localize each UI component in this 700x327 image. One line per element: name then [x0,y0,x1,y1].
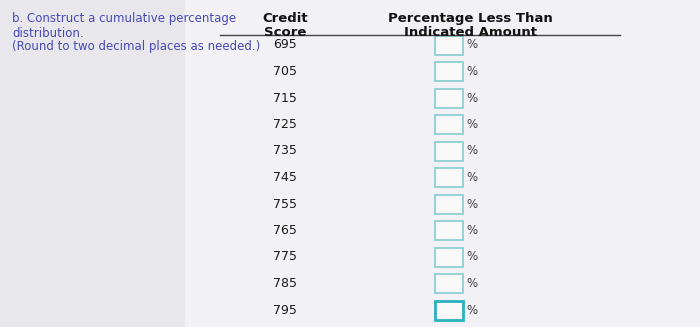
Text: 785: 785 [273,277,297,290]
Text: 725: 725 [273,118,297,131]
FancyBboxPatch shape [185,0,700,327]
Text: (Round to two decimal places as needed.): (Round to two decimal places as needed.) [12,40,260,53]
Bar [435,142,463,161]
Text: distribution.: distribution. [12,27,83,40]
Text: %: % [466,39,477,51]
Text: 775: 775 [273,250,297,264]
Text: Credit: Credit [262,12,308,25]
Text: 735: 735 [273,145,297,158]
Text: Percentage Less Than: Percentage Less Than [388,12,552,25]
Bar [435,301,463,319]
Text: %: % [466,250,477,264]
Text: %: % [466,303,477,317]
Text: %: % [466,171,477,184]
Text: 795: 795 [273,303,297,317]
Bar [435,36,463,55]
Text: %: % [466,198,477,211]
Text: %: % [466,65,477,78]
Text: %: % [466,277,477,290]
Text: 755: 755 [273,198,297,211]
Text: 715: 715 [273,92,297,105]
Text: %: % [466,224,477,237]
Text: 695: 695 [273,39,297,51]
Bar [435,115,463,134]
Bar [435,168,463,187]
Text: 745: 745 [273,171,297,184]
Text: Score: Score [264,26,306,39]
Bar [435,221,463,240]
Text: Indicated Amount: Indicated Amount [403,26,536,39]
Text: 705: 705 [273,65,297,78]
Bar [435,195,463,214]
Text: %: % [466,118,477,131]
Text: b. Construct a cumulative percentage: b. Construct a cumulative percentage [12,12,236,25]
Bar [435,62,463,81]
Bar [435,274,463,293]
Text: 765: 765 [273,224,297,237]
Bar [435,89,463,108]
Bar [435,248,463,267]
Text: %: % [466,145,477,158]
Text: %: % [466,92,477,105]
